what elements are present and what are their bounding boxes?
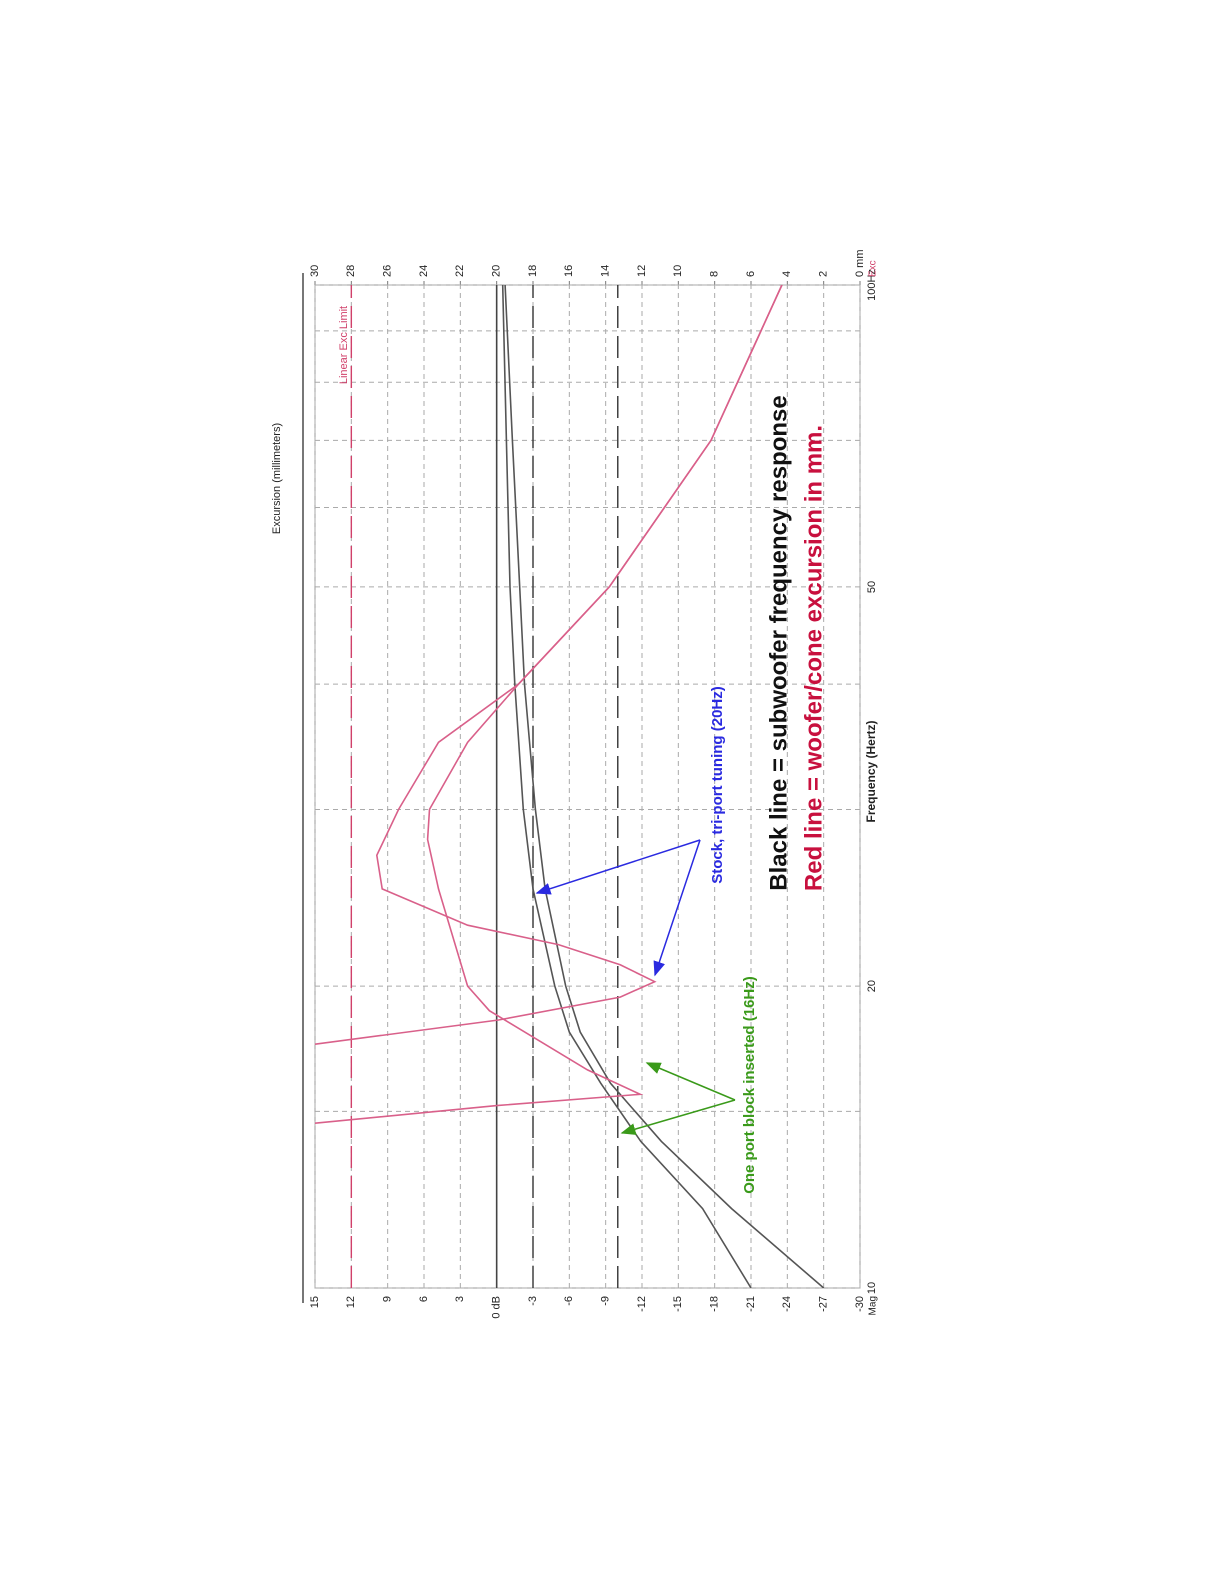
plot-area — [315, 285, 825, 1288]
y-tick-label: 15 — [309, 1296, 321, 1308]
y-tick-label: -18 — [709, 1296, 721, 1312]
y2-tick-label: 4 — [781, 271, 793, 277]
y-axis-title: Mag — [868, 1296, 879, 1315]
annotation-arrow — [645, 1062, 736, 1101]
x-tick-label: 100Hz — [866, 269, 878, 301]
y-tick-label: -21 — [745, 1296, 757, 1312]
x-tick-label: 20 — [866, 980, 878, 992]
chart: 15 12 9 6 3 0 dB -3 -6 -9 -12 -15 -18 -21 -24 -27 -30 30… — [271, 250, 879, 1319]
annotation: Stock, tri-port tuning (20Hz) — [709, 686, 726, 884]
y2-tick-label: 26 — [382, 265, 394, 277]
chart-title: Black line = subwoofer frequency respons… — [765, 395, 792, 891]
y2-tick-label: 30 — [309, 265, 321, 277]
y-tick-label: -6 — [563, 1296, 575, 1306]
y2-tick-label: 24 — [418, 265, 430, 277]
y2-axis-short: Exc — [868, 260, 879, 277]
y-tick-label: -27 — [818, 1296, 830, 1312]
y2-tick-label: 22 — [454, 265, 466, 277]
y2-tick-label: 18 — [527, 265, 539, 277]
series-line — [501, 285, 752, 1288]
x-axis-title: Frequency (Hertz) — [864, 720, 878, 822]
y-tick-label: 6 — [418, 1296, 430, 1302]
reference-label: Linear Exc Limit — [338, 306, 350, 384]
y-tick-label: -3 — [527, 1296, 539, 1306]
y2-tick-label: 16 — [563, 265, 575, 277]
y2-tick-label: 14 — [600, 265, 612, 277]
y-tick-label: -30 — [854, 1296, 866, 1312]
y2-tick-label: 6 — [745, 271, 757, 277]
y2-tick-label: 20 — [491, 265, 503, 277]
x-tick-label: 50 — [866, 581, 878, 593]
x-tick-label: 10 — [866, 1282, 878, 1294]
y-tick-label: 12 — [345, 1296, 357, 1308]
y2-tick-label: 28 — [345, 265, 357, 277]
y-tick-label: -15 — [672, 1296, 684, 1312]
annotation-arrow — [653, 839, 701, 977]
y-tick-label: -9 — [600, 1296, 612, 1306]
series-line — [315, 285, 783, 1045]
y-tick-label: -24 — [781, 1296, 793, 1312]
y2-axis-title: Excursion (millimeters) — [271, 423, 283, 534]
y2-tick-label: 10 — [672, 265, 684, 277]
y2-tick-label: 12 — [636, 265, 648, 277]
chart-subtitle: Red line = woofer/cone excursion in mm. — [800, 425, 827, 891]
y2-tick-label: 2 — [818, 271, 830, 277]
y-tick-label: -12 — [636, 1296, 648, 1312]
series-line — [504, 285, 825, 1288]
annotation: One port block inserted (16Hz) — [741, 976, 758, 1194]
y-tick-label: 3 — [454, 1296, 466, 1302]
y-tick-label: 0 dB — [491, 1296, 503, 1319]
y2-tick-label: 0 mm — [854, 250, 866, 278]
y-tick-label: 9 — [382, 1296, 394, 1302]
annotation-arrow — [620, 1099, 736, 1135]
annotation-arrow — [535, 839, 701, 895]
y2-tick-label: 8 — [709, 271, 721, 277]
